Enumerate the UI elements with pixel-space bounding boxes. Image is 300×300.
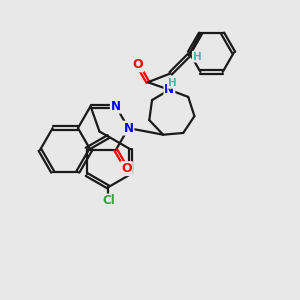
Text: Cl: Cl — [102, 194, 115, 208]
Text: H: H — [168, 78, 176, 88]
Text: H: H — [193, 52, 202, 62]
Text: N: N — [111, 100, 121, 113]
Text: N: N — [164, 83, 174, 96]
Text: O: O — [132, 58, 143, 71]
Text: N: N — [124, 122, 134, 135]
Text: O: O — [121, 162, 132, 175]
